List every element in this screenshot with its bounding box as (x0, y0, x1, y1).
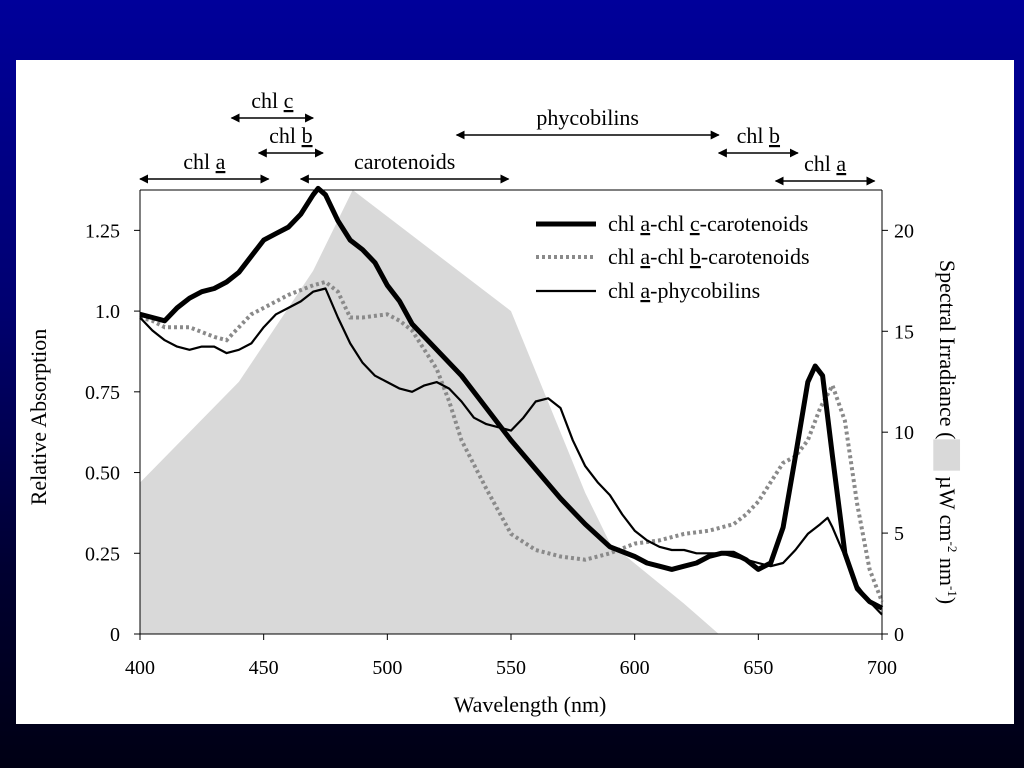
y2-label-mid: nm (935, 552, 960, 586)
y2-tick-label: 20 (894, 220, 914, 242)
svg-text:Spectral Irradiance (██ µW cm-: Spectral Irradiance (██ µW cm-2 nm-1) (933, 260, 961, 604)
y-tick-label: 0.75 (85, 382, 120, 404)
band-label: chl b (737, 123, 780, 148)
y-tick-label: 1.25 (85, 220, 120, 242)
y2-label-pre: Spectral Irradiance ( (935, 260, 960, 440)
irradiance-area-layer (140, 190, 719, 634)
legend-label: chl a-phycobilins (608, 278, 760, 303)
x-axis-label: Wavelength (nm) (454, 692, 607, 717)
y2-label-legend-swatch: ██ (933, 439, 961, 471)
y2-tick-label: 5 (894, 523, 904, 545)
y2-tick-label: 15 (894, 321, 914, 343)
absorption-spectrum-chart: 400 450 500 550 600 650 700 0 0.25 0.50 0.75 1.0 1.2… (26, 88, 961, 717)
x-tick-label: 650 (743, 657, 773, 679)
band-label: chl a (183, 149, 225, 174)
y2-tick-label: 10 (894, 422, 914, 444)
axes-layer: 400 450 500 550 600 650 700 0 0.25 0.50 0.75 1.0 1.2… (85, 189, 914, 679)
series-line-thick-solid (139, 185, 884, 611)
legend-label: chl a-chl c-carotenoids (608, 211, 808, 236)
band-label: phycobilins (536, 105, 639, 130)
band-label: chl a (804, 151, 846, 176)
y-tick-label: 0 (110, 624, 120, 646)
legend: chl a-chl c-carotenoids chl a-chl b-carot… (536, 211, 810, 303)
y2-tick-label: 0 (894, 624, 904, 646)
x-tick-label: 550 (496, 657, 526, 679)
band-label: chl b (269, 123, 312, 148)
y2-label-sup1: -2 (945, 542, 960, 553)
x-tick-label: 450 (249, 657, 279, 679)
y2-label-end: ) (935, 597, 960, 604)
x-tick-label: 600 (620, 657, 650, 679)
legend-label: chl a-chl b-carotenoids (608, 244, 810, 269)
y-axis-label: Relative Absorption (26, 329, 51, 506)
irradiance-area (140, 190, 719, 634)
y2-label-sup2: -1 (945, 586, 960, 597)
series-layer (139, 185, 884, 616)
y2-axis-label: Spectral Irradiance (██ µW cm-2 nm-1) (933, 260, 961, 604)
band-label: chl c (251, 88, 293, 113)
y-tick-label: 1.0 (95, 301, 120, 323)
x-tick-label: 700 (867, 657, 897, 679)
series-line-dotted (139, 279, 884, 603)
y2-label-unit: µW cm (935, 471, 960, 542)
y-tick-label: 0.25 (85, 543, 120, 565)
pigment-band-layer: chl c phycobilins chl b chl b chl a carotenoi… (139, 88, 876, 186)
y-tick-label: 0.50 (85, 463, 120, 485)
x-tick-label: 400 (125, 657, 155, 679)
slide-panel: 400 450 500 550 600 650 700 0 0.25 0.50 0.75 1.0 1.2… (16, 60, 1014, 724)
x-tick-label: 500 (372, 657, 402, 679)
band-label: carotenoids (354, 149, 455, 174)
